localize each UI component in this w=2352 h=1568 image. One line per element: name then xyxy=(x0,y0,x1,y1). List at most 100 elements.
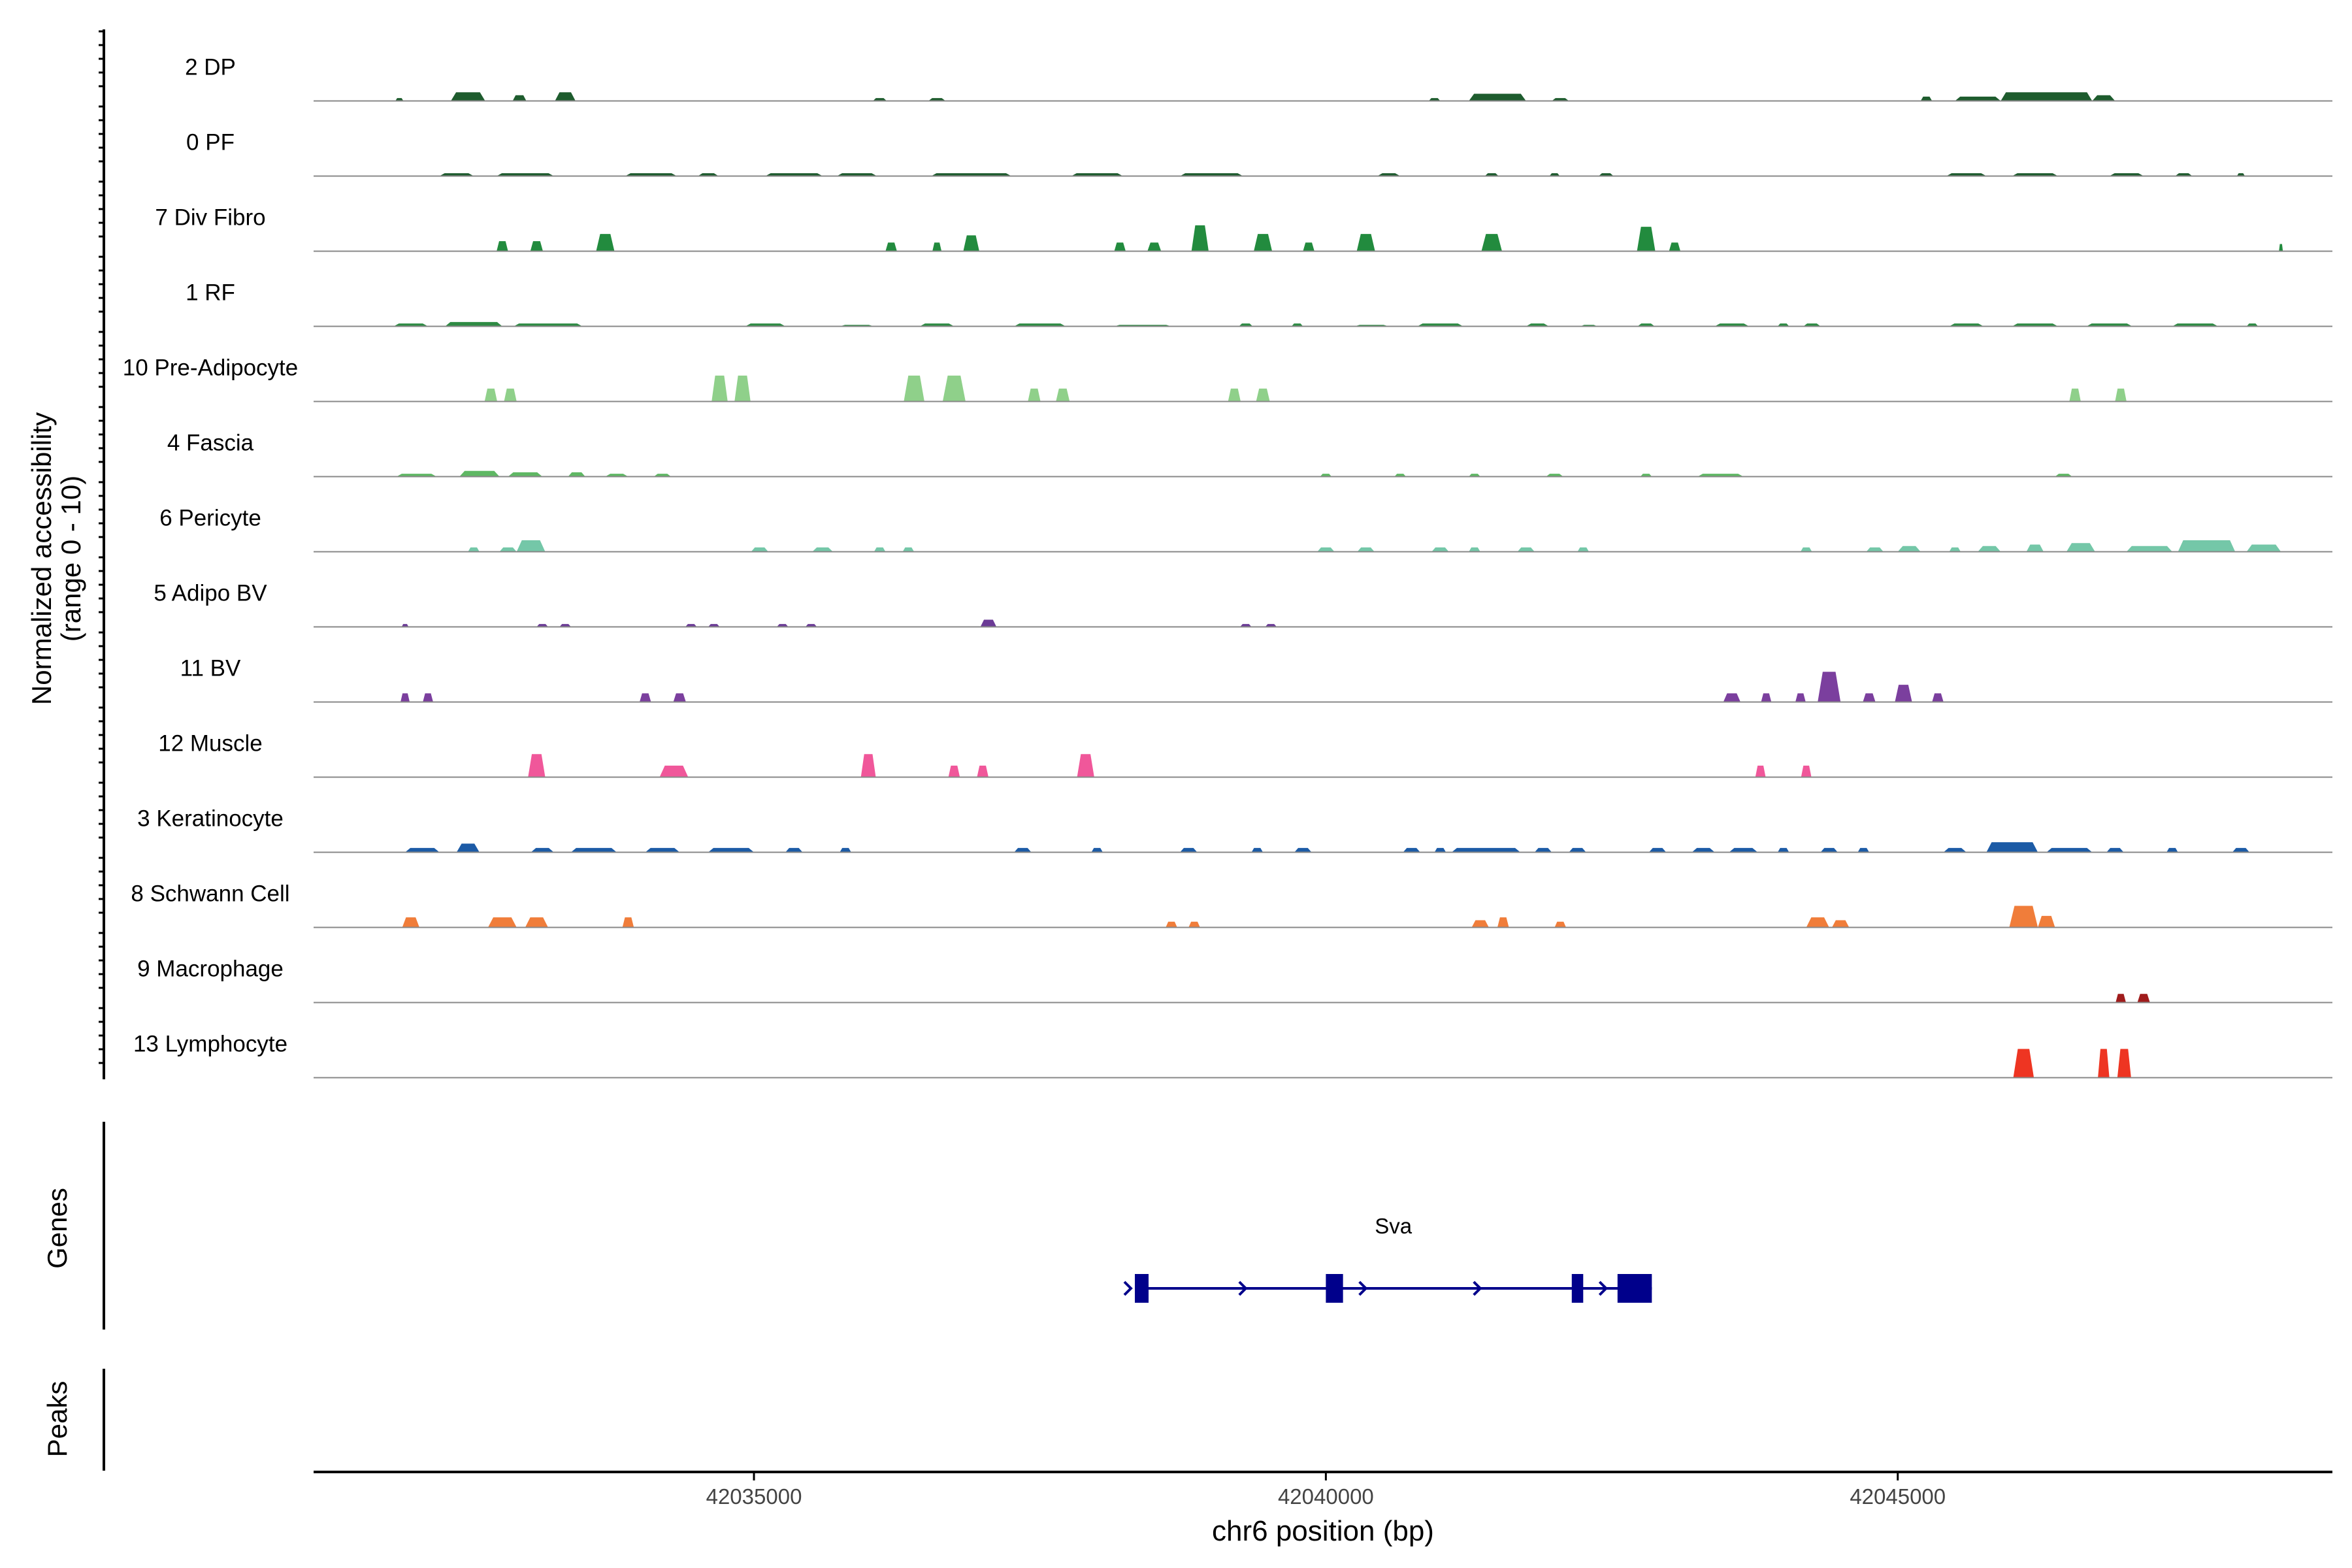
coverage-peak xyxy=(508,472,543,477)
coverage-peak xyxy=(1431,547,1449,552)
coverage-peak xyxy=(1648,847,1667,853)
track-5: 10 Pre-Adipocyte xyxy=(123,355,2332,402)
coverage-peak xyxy=(605,474,629,477)
coverage-peak xyxy=(393,323,429,327)
coverage-peak xyxy=(1091,847,1103,853)
coverage-peak xyxy=(570,847,617,853)
coverage-peak xyxy=(1056,388,1070,402)
coverage-peak xyxy=(516,540,546,552)
track-label: 11 BV xyxy=(180,656,241,681)
coverage-peak xyxy=(1955,96,2001,101)
coverage-peak xyxy=(1549,173,1560,176)
coverage-peak xyxy=(1256,388,1270,402)
coverage-peak xyxy=(2012,173,2058,176)
coverage-peak xyxy=(639,693,651,702)
coverage-peak xyxy=(1986,842,2038,853)
coverage-peak xyxy=(2069,388,2081,402)
coverage-peak xyxy=(2106,847,2124,853)
coverage-peak xyxy=(873,98,887,101)
track-4: 1 RF xyxy=(186,280,2332,327)
coverage-peak xyxy=(980,619,997,627)
coverage-peak xyxy=(1317,547,1335,552)
track-9: 11 BV xyxy=(180,656,2332,703)
coverage-peak xyxy=(1071,173,1123,176)
coverage-peak xyxy=(2246,323,2259,327)
track-10: 12 Muscle xyxy=(158,731,2332,778)
coverage-peak xyxy=(1014,323,1066,327)
coverage-peak xyxy=(659,765,689,777)
coverage-peak xyxy=(1471,920,1489,928)
coverage-peak xyxy=(1577,547,1590,552)
coverage-peak xyxy=(1800,547,1812,552)
gene-exon xyxy=(1571,1274,1584,1303)
coverage-peak xyxy=(2046,847,2093,853)
coverage-peak xyxy=(1526,323,1549,327)
coverage-peak xyxy=(1546,474,1563,477)
coverage-peak xyxy=(785,847,803,853)
coverage-peak xyxy=(1534,847,1552,853)
coverage-peak xyxy=(1451,847,1520,853)
coverage-peak xyxy=(1114,242,1126,252)
coverage-peak xyxy=(625,173,677,176)
track-1: 2 DP xyxy=(185,55,2332,102)
coverage-peak xyxy=(963,235,979,252)
coverage-peak xyxy=(1669,242,1681,252)
coverage-peak xyxy=(2117,1049,2131,1078)
coverage-peak xyxy=(1356,234,1375,252)
coverage-peak xyxy=(2092,95,2115,101)
genes-panel-label: Genes xyxy=(42,1188,73,1269)
coverage-peak xyxy=(497,173,554,176)
coverage-peak xyxy=(1897,546,1921,552)
coverage-peak xyxy=(525,917,548,928)
coverage-peak xyxy=(765,173,823,176)
track-12: 8 Schwann Cell xyxy=(131,881,2332,928)
coverage-peak xyxy=(1697,474,1744,477)
coverage-peak xyxy=(711,375,728,402)
coverage-peak xyxy=(1806,917,1829,928)
coverage-peak xyxy=(1714,323,1750,327)
coverage-peak xyxy=(2109,173,2144,176)
track-label: 5 Adipo BV xyxy=(154,581,267,606)
coverage-peak xyxy=(504,388,517,402)
coverage-peak xyxy=(1028,388,1041,402)
coverage-peak xyxy=(1497,917,1509,928)
coverage-peak xyxy=(1857,847,1869,853)
gene-exon xyxy=(1326,1274,1343,1303)
track-3: 7 Div Fibro xyxy=(155,205,2332,252)
coverage-peak xyxy=(708,624,720,627)
coverage-peak xyxy=(2026,544,2044,552)
coverage-peak xyxy=(1357,547,1375,552)
coverage-peak xyxy=(2055,474,2072,477)
coverage-peak xyxy=(1403,847,1420,853)
coverage-peak xyxy=(456,843,480,853)
coverage-peak xyxy=(1949,547,1961,552)
coverage-peak xyxy=(812,547,833,552)
coverage-peak xyxy=(499,547,517,552)
coverage-peak xyxy=(874,547,886,552)
coverage-peak xyxy=(1428,98,1441,101)
coverage-peak xyxy=(2001,92,2093,101)
coverage-peak xyxy=(1637,227,1656,252)
coverage-peak xyxy=(1251,847,1264,853)
track-label: 9 Macrophage xyxy=(137,956,284,982)
coverage-peak xyxy=(405,847,440,853)
coverage-peak xyxy=(1598,173,1614,176)
coverage-peak xyxy=(1239,323,1253,327)
coverage-peak xyxy=(1818,672,1841,702)
coverage-peak xyxy=(1077,754,1094,777)
coverage-peak xyxy=(596,234,615,252)
coverage-peak xyxy=(885,242,897,252)
coverage-peak xyxy=(904,375,924,402)
gene-exon xyxy=(1135,1274,1149,1303)
coverage-peak xyxy=(1291,323,1303,327)
coverage-peak xyxy=(2086,323,2132,327)
coverage-peak xyxy=(396,474,437,477)
coverage-peak xyxy=(1147,242,1162,252)
coverage-tracks: 2 DP 0 PF 7 Div Fibro 1 RF 10 Pre-Adipocyte 4… xyxy=(123,55,2332,1079)
coverage-peak xyxy=(451,92,485,101)
coverage-peak xyxy=(836,173,877,176)
track-11: 3 Keratinocyte xyxy=(137,806,2332,853)
track-6: 4 Fascia xyxy=(167,431,2332,478)
coverage-peak xyxy=(445,321,502,327)
